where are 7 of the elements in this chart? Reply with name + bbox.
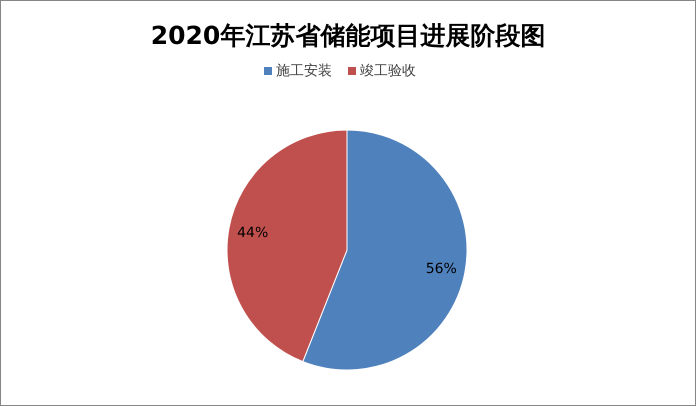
legend-label: 施工安装 — [276, 63, 332, 79]
legend-label: 竣工验收 — [360, 63, 416, 79]
pie-slice — [226, 130, 348, 362]
pie-slice — [302, 130, 468, 370]
data-label: 44% — [237, 225, 268, 242]
data-label: 56% — [426, 260, 457, 277]
chart-title: 2020年江苏省储能项目进展阶段图 — [150, 21, 546, 50]
